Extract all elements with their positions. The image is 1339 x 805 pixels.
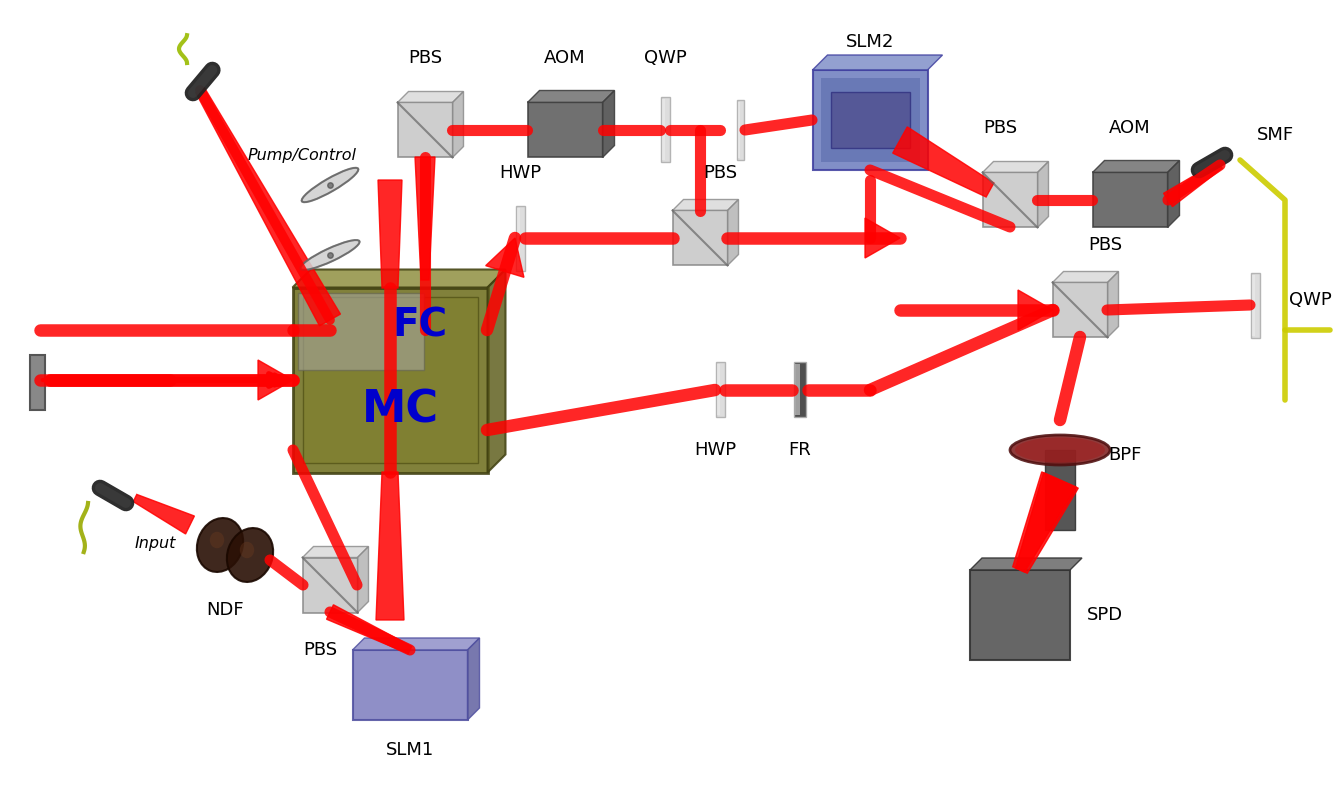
Bar bbox=[795, 365, 799, 415]
Text: HWP: HWP bbox=[499, 164, 541, 182]
Bar bbox=[813, 70, 928, 170]
Text: Pump/Control: Pump/Control bbox=[248, 148, 358, 163]
Polygon shape bbox=[453, 92, 463, 158]
Text: SMF: SMF bbox=[1256, 126, 1293, 144]
Text: PBS: PBS bbox=[703, 164, 736, 182]
Ellipse shape bbox=[226, 528, 273, 582]
Bar bbox=[715, 362, 724, 418]
Text: FC: FC bbox=[392, 306, 447, 344]
Bar bbox=[1044, 450, 1075, 530]
Polygon shape bbox=[292, 270, 506, 287]
Ellipse shape bbox=[197, 518, 244, 572]
Text: AOM: AOM bbox=[544, 49, 586, 67]
Polygon shape bbox=[486, 238, 524, 277]
Text: BPF: BPF bbox=[1109, 446, 1142, 464]
Polygon shape bbox=[376, 472, 404, 620]
Bar bbox=[716, 365, 720, 415]
Polygon shape bbox=[1052, 271, 1118, 283]
Polygon shape bbox=[672, 210, 727, 266]
Polygon shape bbox=[358, 547, 368, 613]
Polygon shape bbox=[813, 55, 943, 70]
Text: QWP: QWP bbox=[1288, 291, 1331, 309]
Bar bbox=[661, 100, 665, 160]
Polygon shape bbox=[398, 102, 453, 158]
Polygon shape bbox=[983, 162, 1048, 172]
Polygon shape bbox=[134, 494, 194, 534]
Polygon shape bbox=[195, 88, 340, 326]
Text: PBS: PBS bbox=[303, 641, 337, 659]
Polygon shape bbox=[1168, 160, 1180, 228]
Text: Input: Input bbox=[135, 535, 177, 551]
Text: QWP: QWP bbox=[644, 49, 687, 67]
Polygon shape bbox=[603, 90, 615, 158]
Polygon shape bbox=[1012, 472, 1078, 573]
Bar bbox=[1093, 172, 1168, 228]
Polygon shape bbox=[1018, 290, 1052, 330]
Text: SLM2: SLM2 bbox=[846, 33, 894, 51]
Ellipse shape bbox=[1015, 437, 1105, 463]
Polygon shape bbox=[865, 218, 900, 258]
Polygon shape bbox=[672, 200, 739, 210]
Text: MC: MC bbox=[362, 389, 439, 431]
Polygon shape bbox=[983, 172, 1038, 228]
Polygon shape bbox=[398, 92, 463, 102]
Polygon shape bbox=[378, 180, 402, 288]
Bar bbox=[303, 298, 478, 463]
Polygon shape bbox=[1093, 160, 1180, 172]
Bar bbox=[516, 205, 525, 270]
Bar bbox=[738, 102, 740, 158]
Text: SLM1: SLM1 bbox=[386, 741, 434, 759]
Bar bbox=[794, 362, 806, 418]
Bar bbox=[1252, 275, 1255, 336]
Polygon shape bbox=[969, 558, 1082, 570]
Text: AOM: AOM bbox=[1109, 119, 1150, 137]
Polygon shape bbox=[327, 605, 411, 654]
Polygon shape bbox=[352, 638, 479, 650]
Text: SPD: SPD bbox=[1087, 606, 1123, 624]
Ellipse shape bbox=[301, 167, 359, 202]
Polygon shape bbox=[258, 360, 293, 400]
Polygon shape bbox=[1015, 473, 1077, 572]
Ellipse shape bbox=[210, 532, 224, 548]
Text: HWP: HWP bbox=[694, 441, 736, 459]
Bar bbox=[29, 355, 46, 410]
Bar bbox=[736, 100, 743, 160]
Bar bbox=[528, 102, 603, 158]
Text: NDF: NDF bbox=[206, 601, 244, 619]
Bar bbox=[1251, 273, 1260, 337]
Ellipse shape bbox=[240, 542, 254, 558]
Bar bbox=[297, 292, 424, 370]
Polygon shape bbox=[487, 270, 506, 473]
Text: FR: FR bbox=[789, 441, 811, 459]
Polygon shape bbox=[467, 638, 479, 720]
Bar bbox=[821, 78, 920, 162]
Text: PBS: PBS bbox=[983, 119, 1018, 137]
Bar bbox=[352, 650, 467, 720]
Bar bbox=[969, 570, 1070, 660]
Ellipse shape bbox=[1010, 435, 1110, 465]
Polygon shape bbox=[1052, 283, 1107, 337]
Bar bbox=[830, 92, 909, 148]
Ellipse shape bbox=[300, 240, 360, 270]
Bar bbox=[292, 287, 487, 473]
Polygon shape bbox=[1164, 162, 1223, 207]
Bar bbox=[660, 97, 670, 163]
Polygon shape bbox=[415, 157, 435, 280]
Polygon shape bbox=[303, 558, 358, 613]
Polygon shape bbox=[1107, 271, 1118, 337]
Text: PBS: PBS bbox=[1089, 236, 1122, 254]
Polygon shape bbox=[1038, 162, 1048, 228]
Text: PBS: PBS bbox=[408, 49, 442, 67]
Polygon shape bbox=[528, 90, 615, 102]
Polygon shape bbox=[303, 547, 368, 558]
Bar bbox=[517, 208, 520, 269]
Polygon shape bbox=[727, 200, 739, 266]
Polygon shape bbox=[893, 127, 994, 197]
